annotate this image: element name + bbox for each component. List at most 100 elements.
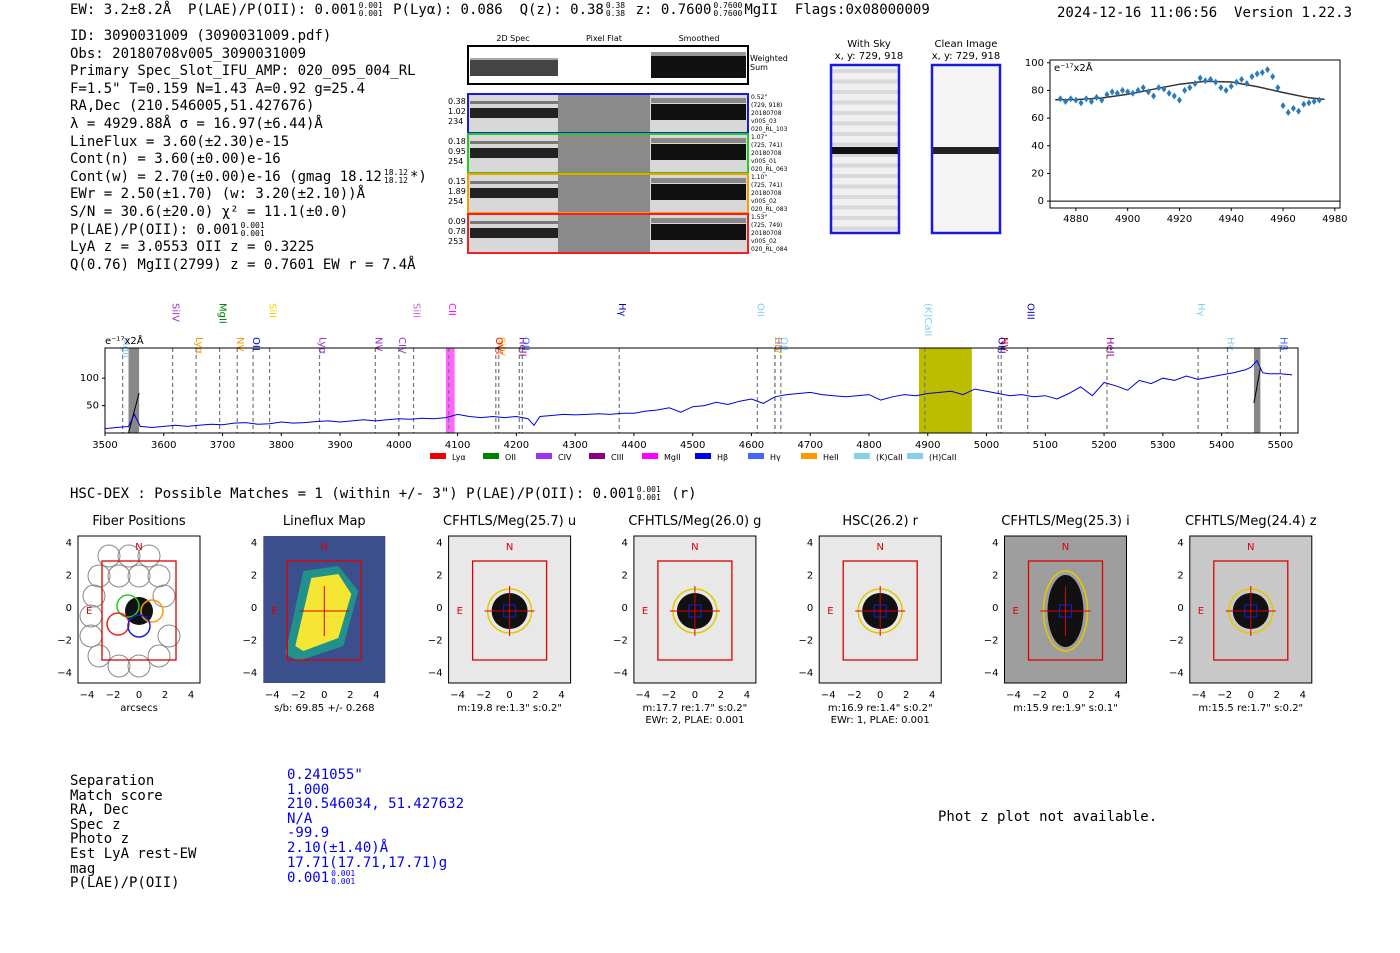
stamp-left-label: 1.89	[448, 187, 466, 196]
masked-band	[1253, 348, 1261, 433]
cutout-x-tick: 2	[903, 690, 909, 701]
with-sky-coords: x, y: 729, 918	[835, 51, 904, 62]
line-label: SiIV	[496, 337, 507, 356]
y-tick-label: 100	[80, 373, 99, 384]
header-qz: Q(z): 0.38	[519, 2, 604, 18]
stamp-right-label: v005_02	[751, 238, 777, 245]
cutout-y-tick: 0	[251, 603, 257, 614]
stamp-right-label: 20180708	[751, 190, 782, 197]
data-point	[1249, 73, 1255, 81]
data-point	[1192, 80, 1198, 88]
match-value: 1.000	[287, 781, 330, 798]
cutout-x-tick: 4	[1114, 690, 1120, 701]
fiber-box	[873, 604, 887, 618]
line-label: OIII	[1025, 303, 1036, 320]
match-value: 210.546034, 51.427632	[287, 796, 465, 813]
y-tick-label: 50	[86, 401, 99, 412]
y-axis-unit: e⁻¹⁷x2Å	[105, 334, 144, 347]
cutout-y-tick: 0	[436, 603, 442, 614]
y-axis-unit: e⁻¹⁷x2Å	[1054, 61, 1093, 74]
stamp-2d-shade	[470, 141, 558, 144]
info-sn: S/N = 30.6(±20.0) χ² = 11.1(±0.0)	[70, 203, 349, 220]
sky-stripe	[831, 100, 899, 105]
cutout-title: CFHTLS/Meg(25.7) u	[443, 514, 576, 529]
legend-label: (K)CaII	[876, 453, 903, 462]
sky-stripe	[831, 184, 899, 189]
x-tick-label: 4980	[1322, 214, 1347, 225]
data-point	[1073, 96, 1079, 104]
header-flags: Flags:0x08000009	[794, 2, 930, 18]
match-value: 0.241055"	[287, 767, 363, 783]
sky-stripe	[831, 174, 899, 178]
line-label: SiII	[411, 303, 422, 318]
x-tick-label: 4920	[1167, 214, 1192, 225]
data-point	[1213, 78, 1219, 86]
sky-stripe	[831, 111, 899, 115]
line-label: NV	[998, 337, 1009, 351]
cutout-x-tick: 2	[532, 690, 538, 701]
cutout-y-tick: 2	[992, 571, 998, 582]
cutout-panel: CFHTLS/Meg(25.3) i N E 4 2 0 −2 −4 −4 −2 0 2 4 m:15.9…	[984, 514, 1130, 714]
cutout-y-tick: 2	[807, 571, 813, 582]
header-version: Version 1.22.3	[1234, 5, 1353, 21]
stamp-smooth-trace	[651, 184, 746, 200]
fiber-circle	[107, 654, 131, 678]
stamp-left-label: 0.15	[448, 177, 466, 186]
data-point	[1187, 84, 1193, 92]
header-ew: EW: 3.2±8.2Å	[70, 2, 172, 18]
legend-swatch	[483, 453, 499, 459]
cutout-x-tick: −4	[80, 690, 95, 701]
line-label: CIV	[772, 337, 783, 354]
spectrum-frame	[104, 347, 1299, 434]
stamp-left-label: 0.18	[448, 137, 466, 146]
cutout-y-tick: −4	[984, 668, 999, 679]
cutout-y-tick: −4	[243, 668, 258, 679]
stamp-smooth-trace	[651, 224, 746, 240]
stamp-2d-trace	[470, 228, 558, 238]
cutout-y-tick: 2	[251, 571, 257, 582]
cutout-x-tick: −4	[1006, 690, 1021, 701]
fiber-circle	[117, 544, 141, 568]
data-point	[1254, 70, 1260, 78]
legend-swatch	[748, 453, 764, 459]
cutout-x-tick: 4	[929, 690, 935, 701]
line-label: NV	[372, 337, 383, 351]
legend-swatch	[536, 453, 552, 459]
line-label: OII	[778, 337, 789, 351]
x-tick-label: 3800	[269, 440, 294, 451]
cutout-x-tick: 0	[1062, 690, 1068, 701]
stamp-2d-trace	[470, 108, 558, 118]
data-point	[1316, 96, 1322, 104]
y-tick-label: 100	[1025, 58, 1044, 69]
legend-label: HeII	[823, 453, 839, 462]
info-params: F=1.5" T=0.159 N=1.43 A=0.92 g=25.4	[70, 80, 366, 97]
cutout-title: CFHTLS/Meg(25.3) i	[1001, 514, 1129, 529]
line-label: Hγ	[1224, 337, 1235, 351]
pixel-flat	[558, 174, 650, 213]
stamp-right-label: (725, 741)	[751, 142, 782, 149]
cutout-y-tick: 2	[436, 571, 442, 582]
legend-label: (H)CaII	[929, 453, 956, 462]
sky-stripe	[831, 163, 899, 168]
x-tick-label: 4100	[445, 440, 470, 451]
fiber-circle	[82, 584, 106, 608]
info-obs: Obs: 20180708v005_3090031009	[70, 45, 307, 62]
cutout-x-tick: 0	[692, 690, 698, 701]
hsc-dex-line: HSC-DEX : Possible Matches = 1 (within +…	[70, 486, 635, 502]
stamp-left-label: 0.09	[448, 217, 466, 226]
stamp-frame	[467, 213, 749, 254]
search-box	[101, 560, 177, 661]
data-point	[1306, 99, 1312, 107]
cutout-y-tick: 2	[622, 571, 628, 582]
cutout-y-tick: 0	[992, 603, 998, 614]
stamp-right-label: 1.10"	[751, 174, 767, 181]
cutout-x-tick: −2	[106, 690, 121, 701]
fiber-green	[116, 594, 140, 618]
cutout-y-tick: 4	[66, 538, 72, 549]
info-lineflux: LineFlux = 3.60(±2.30)e-15	[70, 133, 290, 150]
legend-swatch	[854, 453, 870, 459]
cutout-x-tick: 2	[1088, 690, 1094, 701]
fiber-orange	[140, 599, 164, 623]
x-tick-label: 5200	[1091, 440, 1116, 451]
